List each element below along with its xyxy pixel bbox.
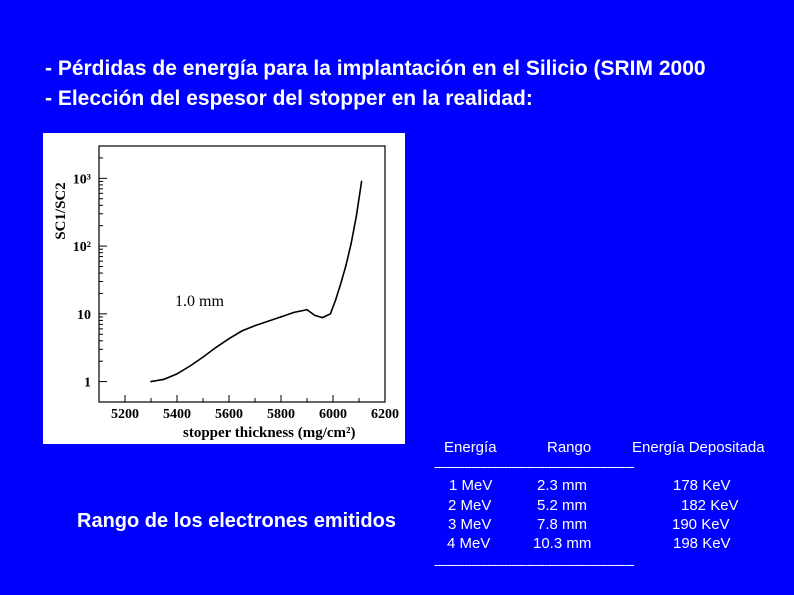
x-tick-label: 5200 <box>111 407 139 422</box>
y-axis-label: SC1/SC2 <box>53 182 69 240</box>
x-tick-label: 6000 <box>319 407 347 422</box>
data-point <box>254 324 256 327</box>
cell-range: 7.8 mm <box>537 516 588 533</box>
slide-title-line-1: - Pérdidas de energía para la implantaci… <box>45 57 706 80</box>
data-point <box>280 316 282 318</box>
cell-deposited: 198 KeV <box>673 535 731 552</box>
cell-energy: 4 MeV <box>447 535 491 552</box>
data-point <box>360 180 363 183</box>
data-point <box>189 365 191 367</box>
data-point <box>202 356 204 358</box>
data-point <box>176 373 178 375</box>
data-point <box>329 313 332 315</box>
y-tick-labels: 1 10 10² 10³ <box>73 172 91 390</box>
data-point <box>215 346 217 349</box>
data-point <box>340 282 342 285</box>
cell-deposited: 182 KeV <box>681 497 739 514</box>
cell-range: 10.3 mm <box>533 535 592 552</box>
x-axis-label: stopper thickness (mg/cm²) <box>183 425 356 441</box>
cell-range: 5.2 mm <box>537 497 588 514</box>
data-point <box>345 264 347 267</box>
x-tick-label: 5800 <box>267 407 295 422</box>
data-point <box>267 320 269 322</box>
cell-energy: 3 MeV <box>448 516 492 533</box>
table-header-range: Rango <box>547 439 592 456</box>
data-point <box>334 299 337 301</box>
data-point <box>163 378 165 381</box>
y-tick-label: 1 <box>84 376 91 391</box>
cell-energy: 1 MeV <box>449 477 493 494</box>
y-tick-label: 10² <box>73 240 91 255</box>
y-tick-label: 10³ <box>73 172 91 187</box>
data-point <box>355 214 358 217</box>
table-separator-bottom: ----------------------------------------… <box>434 557 635 572</box>
electron-range-label: Rango de los electrones emitidos <box>77 510 396 532</box>
y-tick-label: 10 <box>77 308 91 323</box>
data-point <box>350 242 353 245</box>
x-tick-label: 5400 <box>163 407 191 422</box>
slide-title-line-2: - Elección del espesor del stopper en la… <box>45 87 533 110</box>
chart-svg: 5200 5400 5600 5800 6000 6200 1 10 10² 10³ 1.0 m… <box>53 145 399 441</box>
cell-energy: 2 MeV <box>448 497 492 514</box>
data-point <box>241 330 243 332</box>
data-points <box>150 180 363 383</box>
data-point <box>293 311 295 314</box>
table-header-energy: Energía <box>444 439 497 456</box>
plot-frame <box>98 145 386 403</box>
data-point <box>314 314 316 317</box>
data-point <box>150 380 152 383</box>
data-point <box>228 337 230 340</box>
table-separator-top: ----------------------------------------… <box>434 459 635 474</box>
series-line <box>150 181 363 383</box>
x-tick-labels: 5200 5400 5600 5800 6000 6200 <box>111 407 399 422</box>
x-tick-label: 5600 <box>215 407 243 422</box>
x-tick-label: 6200 <box>371 407 399 422</box>
data-point <box>306 308 308 311</box>
data-point <box>321 316 324 319</box>
axis-ticks <box>99 145 386 402</box>
cell-deposited: 178 KeV <box>673 477 731 494</box>
cell-deposited: 190 KeV <box>672 516 730 533</box>
cell-range: 2.3 mm <box>537 477 588 494</box>
chart-panel: 5200 5400 5600 5800 6000 6200 1 10 10² 10³ 1.0 m… <box>43 133 405 444</box>
table-header-deposited: Energía Depositada <box>632 439 765 456</box>
chart-annotation: 1.0 mm <box>175 293 224 310</box>
